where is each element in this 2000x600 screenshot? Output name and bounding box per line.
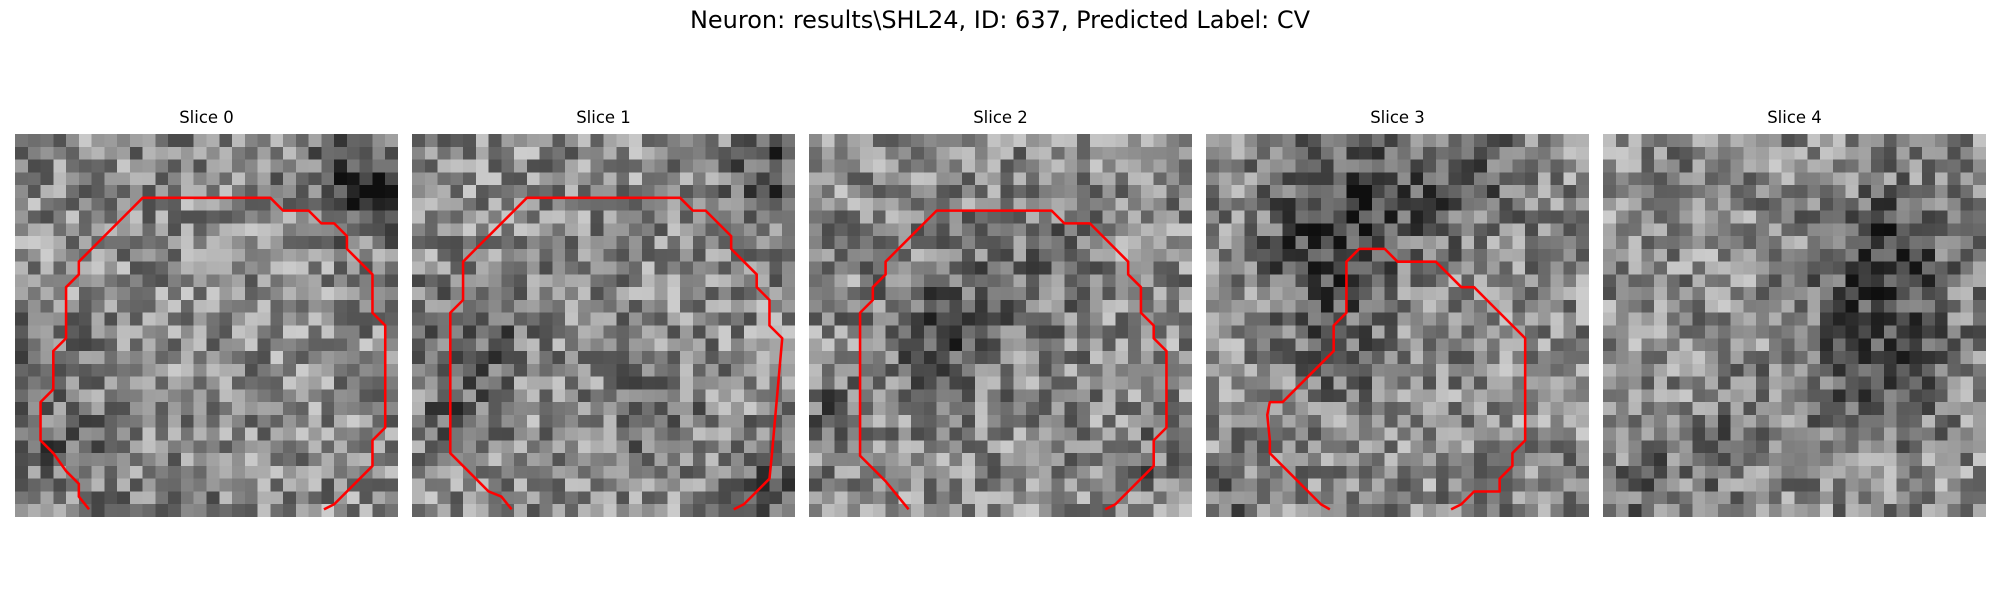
grayscale-pixels — [809, 134, 1192, 517]
grayscale-pixels — [1603, 134, 1986, 517]
slice-image-0 — [15, 134, 398, 517]
slice-title-3: Slice 3 — [1370, 108, 1425, 127]
figure-title: Neuron: results\SHL24, ID: 637, Predicte… — [689, 6, 1311, 34]
roi-contour — [39, 196, 387, 511]
slice-image-3 — [1206, 134, 1589, 517]
grayscale-pixels — [412, 134, 795, 517]
grayscale-pixels — [1206, 134, 1589, 517]
slice-title-0: Slice 0 — [179, 108, 234, 127]
slice-title-4: Slice 4 — [1767, 108, 1822, 127]
slice-image-1 — [412, 134, 795, 517]
roi-contour — [449, 196, 784, 511]
slice-image-4 — [1603, 134, 1986, 517]
slice-title-1: Slice 1 — [576, 108, 631, 127]
slice-title-2: Slice 2 — [973, 108, 1028, 127]
slice-image-2 — [809, 134, 1192, 517]
grayscale-pixels — [15, 134, 398, 517]
roi-contour — [1266, 247, 1527, 511]
roi-contour — [858, 209, 1168, 511]
